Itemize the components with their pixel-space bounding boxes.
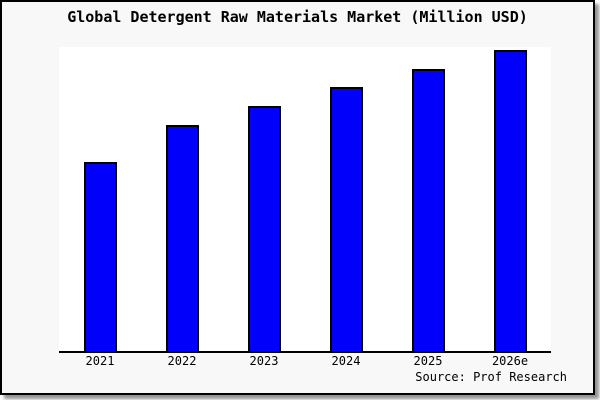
- x-tick-label-2024: 2024: [331, 354, 361, 368]
- bar-slot-2025: [387, 47, 469, 351]
- plot-area: [59, 47, 551, 353]
- source-note: Source: Prof Research: [415, 370, 567, 384]
- bar-slot-2024: [305, 47, 387, 351]
- bar-slot-2023: [223, 47, 305, 351]
- bar-2024: [329, 87, 363, 351]
- bar-2026e: [493, 50, 527, 351]
- x-tick-label-2026e: 2026e: [491, 354, 529, 368]
- x-axis-labels: 2021 2022 2023 2024 2025 2026e: [59, 354, 551, 368]
- chart-frame: Global Detergent Raw Materials Market (M…: [0, 0, 595, 395]
- bar-2023: [247, 105, 281, 351]
- bar-2021: [83, 161, 117, 351]
- x-tick-label-2023: 2023: [249, 354, 279, 368]
- x-tick-label-2021: 2021: [85, 354, 115, 368]
- bar-slot-2022: [141, 47, 223, 351]
- x-tick-label-2022: 2022: [167, 354, 197, 368]
- x-tick-label-2025: 2025: [413, 354, 443, 368]
- bar-slot-2026e: [469, 47, 551, 351]
- chart-title: Global Detergent Raw Materials Market (M…: [67, 8, 528, 26]
- bar-2025: [411, 68, 445, 351]
- bar-slot-2021: [59, 47, 141, 351]
- bar-2022: [165, 125, 199, 351]
